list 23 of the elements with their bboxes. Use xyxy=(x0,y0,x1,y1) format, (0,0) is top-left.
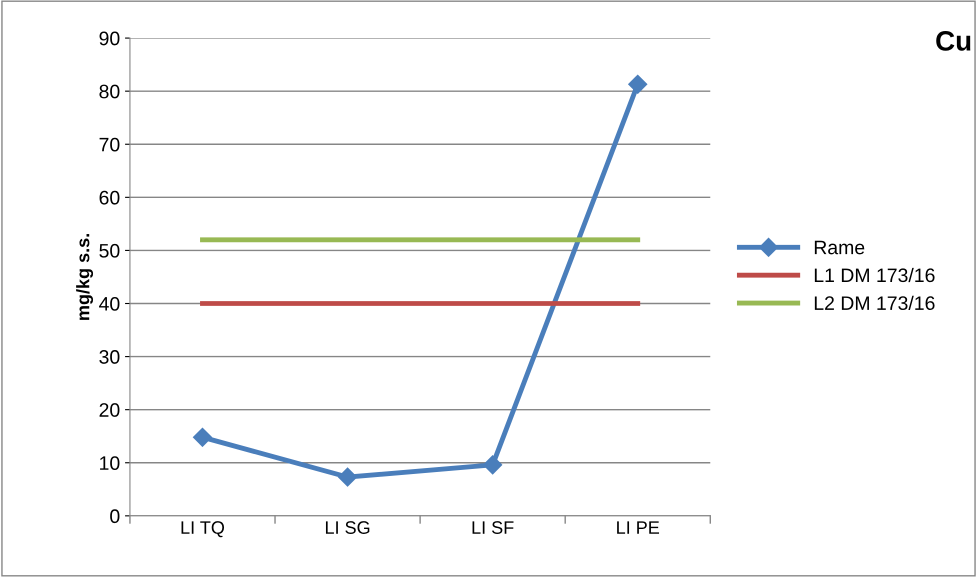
y-tick-label: 30 xyxy=(99,350,120,364)
y-tick-label: 90 xyxy=(100,32,120,46)
y-tick-label: 60 xyxy=(100,190,120,205)
y-tick-label: 20 xyxy=(100,403,120,417)
y-axis-title: mg/kg s.s. xyxy=(76,234,94,320)
point xyxy=(338,468,358,487)
x-tick-label: LI TQ xyxy=(182,521,224,538)
x-tick-label: LI PE xyxy=(617,521,660,534)
x-tick-label: LI SF xyxy=(472,521,514,534)
legend-label: L1 DM 173/16 xyxy=(814,268,935,282)
legend-label: Rame xyxy=(814,240,864,254)
y-tick-label: 10 xyxy=(100,456,120,470)
y-tick-label: 80 xyxy=(99,84,120,98)
point xyxy=(628,74,648,94)
point xyxy=(483,455,502,474)
text: Cu xyxy=(936,31,970,51)
point xyxy=(192,428,212,447)
x-tick-label: LI SG xyxy=(326,521,370,534)
y-tick-label: 70 xyxy=(100,138,120,152)
y-tick-label: 40 xyxy=(99,296,120,311)
legend-label: L2 DM 173/16 xyxy=(814,296,935,310)
y-tick-label: 0 xyxy=(110,509,120,524)
y-tick-label: 50 xyxy=(99,244,120,258)
